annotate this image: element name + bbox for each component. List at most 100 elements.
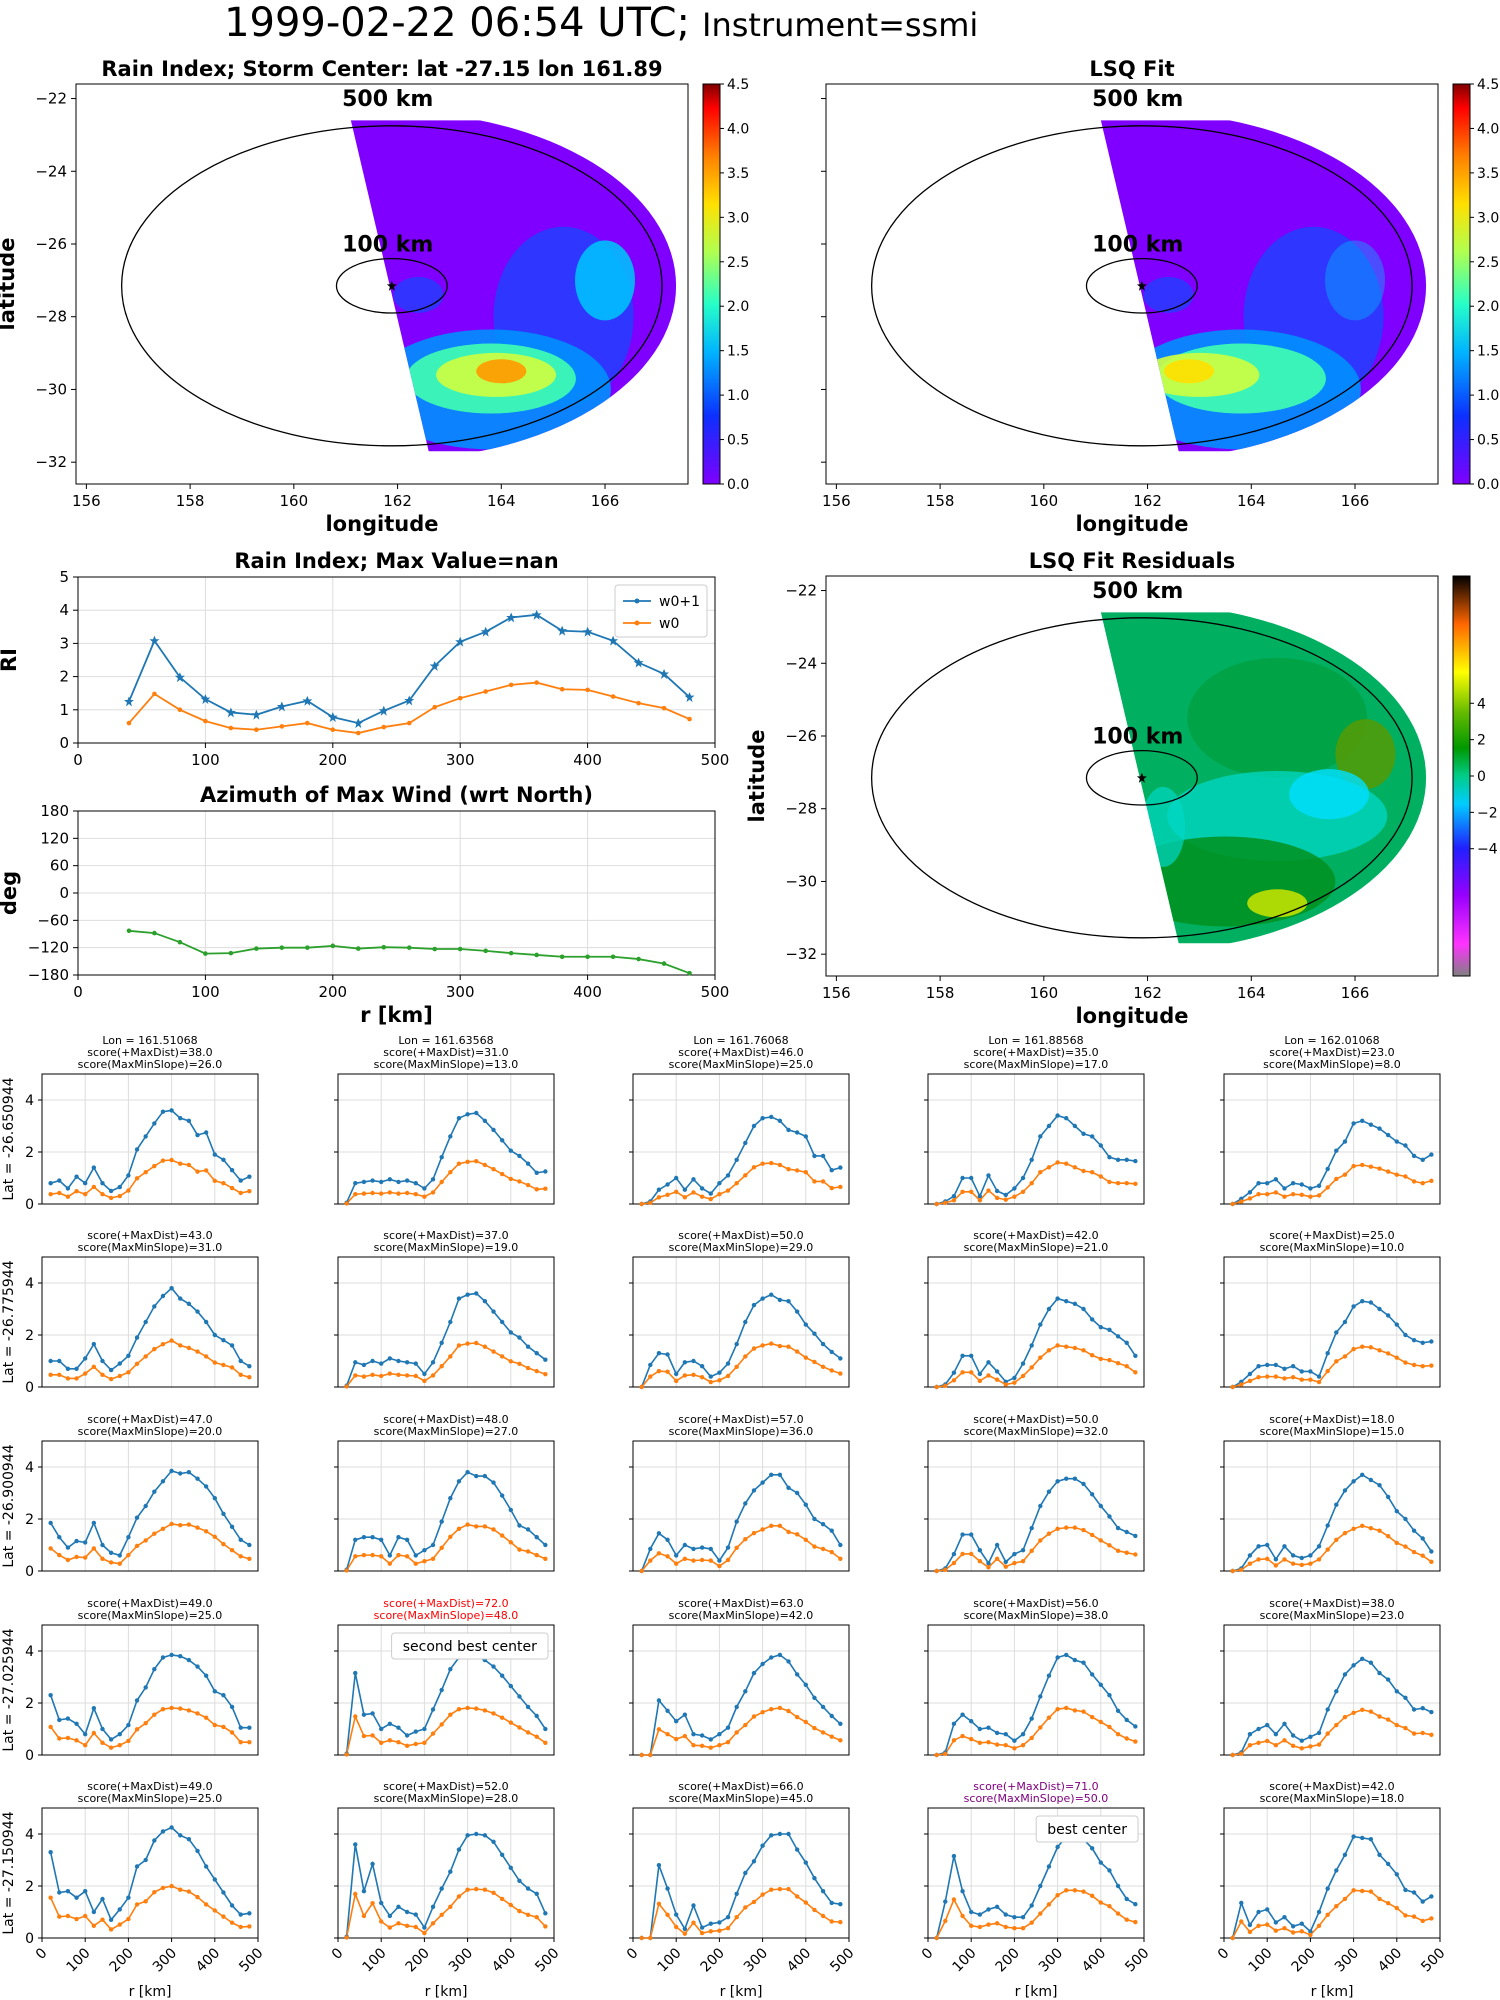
data-point <box>160 1342 166 1347</box>
data-point <box>1290 1375 1296 1380</box>
data-point <box>1107 1514 1112 1519</box>
data-point <box>1012 1746 1017 1751</box>
row-lat-label: Lat = -26.650944 <box>1 1077 17 1200</box>
data-point <box>751 1123 757 1129</box>
data-point <box>525 1549 531 1554</box>
data-point <box>396 1921 401 1926</box>
ring-100km <box>335 257 448 314</box>
data-point <box>812 1153 817 1159</box>
data-point <box>838 1542 843 1548</box>
ring-100km <box>1085 257 1198 314</box>
data-point <box>65 1366 71 1372</box>
data-point <box>1107 1724 1112 1730</box>
x-tick-label: 166 <box>1341 492 1370 510</box>
data-point <box>812 1516 817 1522</box>
data-point <box>1420 1553 1425 1558</box>
x-tick-label: 166 <box>591 492 620 510</box>
data-point <box>1273 1920 1279 1925</box>
data-point <box>559 954 565 960</box>
data-point <box>91 1546 97 1551</box>
data-point <box>1020 1559 1026 1564</box>
data-point <box>1124 1529 1129 1535</box>
data-point <box>1247 1196 1253 1201</box>
data-point <box>1256 1557 1261 1562</box>
data-point <box>1299 1562 1304 1568</box>
data-point <box>361 1889 367 1894</box>
data-point <box>229 1903 235 1908</box>
x-tick-label: 500 <box>701 751 730 769</box>
data-point <box>1089 1317 1095 1322</box>
data-point <box>1411 1153 1417 1159</box>
series-line-w0p1 <box>1232 1300 1432 1388</box>
y-tick-label: −24 <box>35 162 67 180</box>
data-point <box>1394 1905 1400 1911</box>
data-point <box>212 1908 217 1913</box>
data-point <box>1265 1907 1270 1912</box>
data-point <box>525 1527 531 1532</box>
data-point <box>1308 1561 1313 1566</box>
data-point <box>1282 1721 1287 1727</box>
data-point <box>986 1360 991 1365</box>
data-point <box>482 1524 488 1529</box>
data-point <box>708 1191 713 1196</box>
data-point <box>238 1537 243 1543</box>
data-point <box>1256 1192 1261 1197</box>
data-point <box>499 1171 505 1177</box>
data-point <box>186 1470 192 1475</box>
data-point <box>1351 1888 1356 1893</box>
data-point <box>786 1886 791 1892</box>
data-point <box>1282 1194 1287 1199</box>
data-point <box>1360 1299 1365 1304</box>
data-point <box>448 1534 453 1539</box>
data-point <box>344 1935 349 1940</box>
data-point <box>276 701 287 712</box>
series-line-w0 <box>49 1885 250 1931</box>
data-point <box>370 1552 375 1558</box>
data-point <box>1072 1301 1078 1307</box>
data-point <box>48 1372 53 1377</box>
data-point <box>379 1554 384 1559</box>
y-tick-label: 0 <box>59 884 69 902</box>
data-point <box>699 1375 705 1380</box>
data-point <box>829 1185 834 1191</box>
data-point <box>422 1726 427 1732</box>
candidate-cell: score(+MaxDist)=50.0score(MaxMinSlope)=3… <box>924 1413 1145 1574</box>
data-point <box>838 1556 843 1561</box>
data-point <box>229 1185 235 1191</box>
series-line-w0 <box>641 1162 841 1205</box>
data-point <box>1265 1738 1270 1744</box>
data-point <box>404 1923 410 1928</box>
data-point <box>439 1340 444 1346</box>
data-point <box>986 1561 991 1566</box>
data-point <box>229 1168 235 1173</box>
data-point <box>83 1743 88 1748</box>
data-point <box>203 1673 209 1678</box>
grid-row: Lat = -26.900944024score(+MaxDist)=47.0s… <box>1 1413 1441 1580</box>
y-tick-label: 2 <box>25 1328 34 1344</box>
data-point <box>221 1890 226 1895</box>
data-point <box>665 1912 670 1917</box>
data-point <box>221 1541 226 1547</box>
data-point <box>1377 1670 1382 1676</box>
data-point <box>203 1130 209 1135</box>
data-point <box>474 1159 479 1164</box>
data-point <box>665 1537 670 1543</box>
data-point <box>760 1527 765 1532</box>
x-tick-label: 500 <box>532 1945 562 1975</box>
data-point <box>1089 1492 1095 1497</box>
axes-frame <box>77 576 716 744</box>
series-line-w0p1 <box>640 1474 842 1572</box>
colorbar-tick-label: 0.0 <box>727 477 749 493</box>
data-point <box>396 1372 401 1377</box>
data-point <box>1133 1158 1138 1164</box>
y-tick-label: −28 <box>35 308 67 326</box>
data-point <box>829 1368 834 1373</box>
data-point <box>1012 1186 1017 1191</box>
series-line-w0 <box>346 1342 546 1387</box>
data-point <box>1133 1353 1138 1359</box>
data-point <box>108 1560 114 1565</box>
data-point <box>456 1706 462 1712</box>
series-line-w0p1 <box>936 1654 1136 1756</box>
data-point <box>379 1179 384 1185</box>
